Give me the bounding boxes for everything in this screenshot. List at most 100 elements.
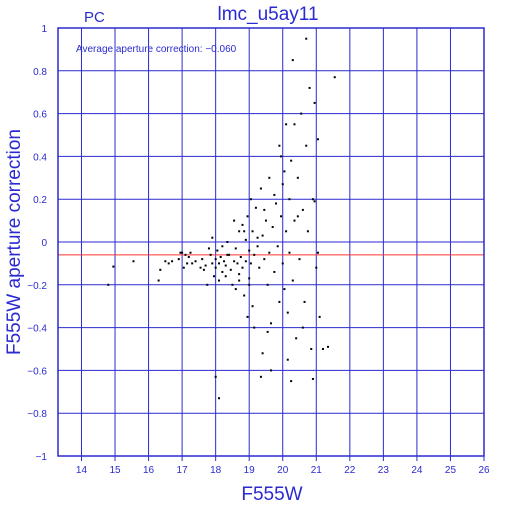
x-tick-label: 15 [109, 465, 121, 476]
data-point [112, 265, 115, 268]
tick-labels: 14 15 16 17 18 19 20 21 22 23 24 25 26 −1 −0.8 −0.6 −0.4… [27, 24, 490, 476]
y-tick-label: −0.8 [27, 409, 47, 420]
data-point [293, 123, 296, 126]
data-point [251, 305, 254, 308]
data-point [249, 262, 252, 265]
data-point [286, 311, 289, 314]
data-point [283, 170, 286, 173]
x-tick-label: 26 [478, 465, 490, 476]
data-point [278, 300, 281, 303]
data-point [233, 260, 236, 263]
data-point [280, 155, 283, 158]
data-points [107, 37, 336, 400]
data-point [171, 260, 174, 263]
data-point [290, 380, 293, 383]
data-point [306, 230, 309, 233]
data-point [216, 249, 219, 252]
data-point [281, 262, 284, 265]
data-point [313, 200, 316, 203]
data-point [191, 262, 194, 265]
data-point [295, 337, 298, 340]
data-point [266, 330, 269, 333]
data-point [244, 260, 247, 263]
data-point [259, 187, 262, 190]
data-point [278, 144, 281, 147]
data-point [157, 279, 160, 282]
data-point [177, 258, 180, 261]
data-point [246, 315, 249, 318]
data-point [291, 279, 294, 282]
data-point [300, 112, 303, 115]
data-point [202, 268, 205, 271]
data-point [224, 275, 227, 278]
data-point [249, 198, 252, 201]
data-point [234, 288, 237, 291]
data-point [218, 279, 221, 282]
data-point [263, 208, 266, 211]
y-tick-label: 0.2 [33, 195, 47, 206]
chart-title: lmc_u5ay11 [217, 4, 318, 25]
data-point [301, 326, 304, 329]
data-point [270, 322, 272, 325]
data-point [226, 253, 229, 256]
data-point [311, 377, 314, 380]
data-point [244, 238, 247, 241]
x-tick-label: 14 [76, 465, 88, 476]
data-point [206, 283, 209, 286]
data-point [261, 234, 264, 237]
data-point [211, 262, 214, 265]
data-point [293, 219, 296, 222]
data-point [316, 138, 319, 141]
x-tick-label: 24 [411, 465, 423, 476]
data-point [290, 159, 293, 162]
data-point [286, 358, 289, 361]
data-point [270, 369, 272, 372]
data-point [298, 258, 301, 261]
data-point [266, 283, 269, 286]
data-point [305, 144, 308, 147]
data-point [308, 86, 311, 89]
data-point [285, 230, 288, 233]
data-point [268, 251, 271, 254]
data-point [327, 345, 330, 348]
data-point [241, 266, 244, 269]
data-point [263, 258, 266, 261]
data-point [187, 255, 190, 258]
data-point [186, 262, 189, 265]
data-point [271, 226, 274, 229]
data-point [214, 375, 217, 378]
x-tick-label: 19 [244, 465, 256, 476]
data-point [107, 283, 110, 286]
data-point [179, 251, 182, 254]
data-point [218, 397, 221, 400]
data-point [182, 266, 185, 269]
data-point [251, 230, 254, 233]
data-point [184, 253, 187, 256]
data-point [305, 37, 308, 40]
data-point [181, 251, 184, 254]
data-point [288, 198, 291, 201]
data-point [311, 198, 314, 201]
x-tick-label: 23 [378, 465, 390, 476]
data-point [218, 262, 221, 265]
data-point [241, 223, 244, 226]
data-point [189, 251, 192, 254]
data-point [261, 352, 264, 355]
data-point [248, 249, 251, 252]
annotation-text: Average aperture correction: −0.060 [76, 44, 237, 55]
data-point [276, 245, 279, 248]
data-point [214, 266, 217, 269]
data-point [259, 375, 262, 378]
plot-frame [57, 27, 485, 457]
data-point [236, 262, 239, 265]
data-point [243, 294, 246, 297]
x-axis-label: F555W [241, 484, 302, 505]
data-point [268, 176, 271, 179]
data-point [258, 266, 261, 269]
data-point [301, 208, 304, 211]
data-point [132, 260, 135, 263]
x-tick-label: 16 [143, 465, 155, 476]
y-tick-label: −1 [36, 452, 48, 463]
x-tick-label: 17 [177, 465, 189, 476]
data-point [199, 266, 202, 269]
